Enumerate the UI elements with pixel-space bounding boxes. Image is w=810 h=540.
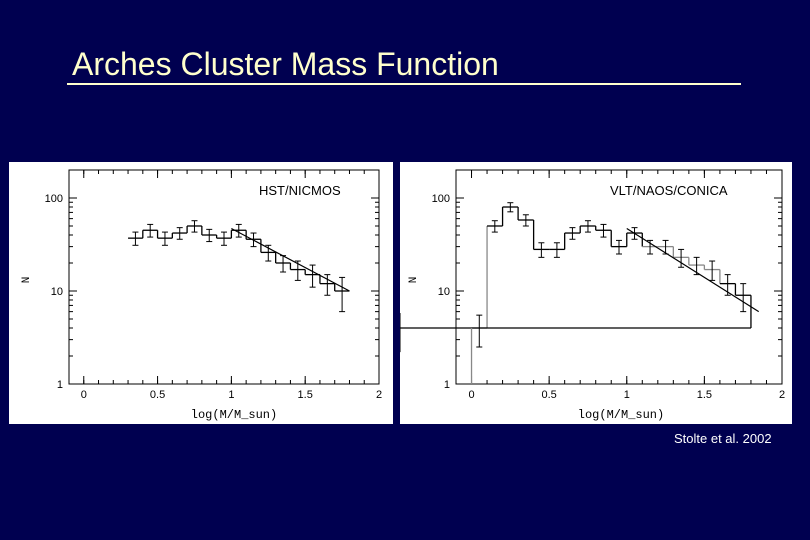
x-tick-label: 2: [779, 389, 785, 401]
x-axis-label: log(M/M_sun): [191, 408, 277, 422]
x-tick-label: 0: [81, 389, 87, 401]
plot-frame: [455, 169, 783, 385]
x-tick-label: 1: [228, 389, 234, 401]
x-tick-label: 0: [468, 389, 474, 401]
x-tick-label: 1.5: [697, 389, 712, 401]
title-underline: [67, 83, 741, 85]
power-law-fit-line: [626, 227, 760, 313]
x-tick-label: 0.5: [150, 389, 165, 401]
y-tick-label: 100: [45, 193, 63, 205]
x-tick-label: 1.5: [298, 389, 313, 401]
y-tick-label: 1: [444, 379, 450, 391]
citation-credit: Stolte et al. 2002: [674, 431, 772, 446]
slide-title: Arches Cluster Mass Function: [72, 46, 499, 82]
y-tick-label: 10: [438, 286, 450, 298]
panel-instrument-label: HST/NICMOS: [259, 183, 341, 198]
panel-instrument-label: VLT/NAOS/CONICA: [610, 183, 728, 198]
y-tick-label: 10: [51, 286, 63, 298]
y-tick-label: 100: [432, 193, 450, 205]
y-axis-label: N: [21, 277, 33, 284]
plot-frame: [68, 169, 380, 385]
x-tick-label: 1: [624, 389, 630, 401]
x-tick-label: 2: [376, 389, 382, 401]
x-tick-label: 0.5: [541, 389, 556, 401]
y-tick-label: 1: [57, 379, 63, 391]
x-axis-label: log(M/M_sun): [578, 408, 664, 422]
power-law-fit-line: [231, 227, 350, 292]
y-axis-label: N: [408, 277, 420, 284]
